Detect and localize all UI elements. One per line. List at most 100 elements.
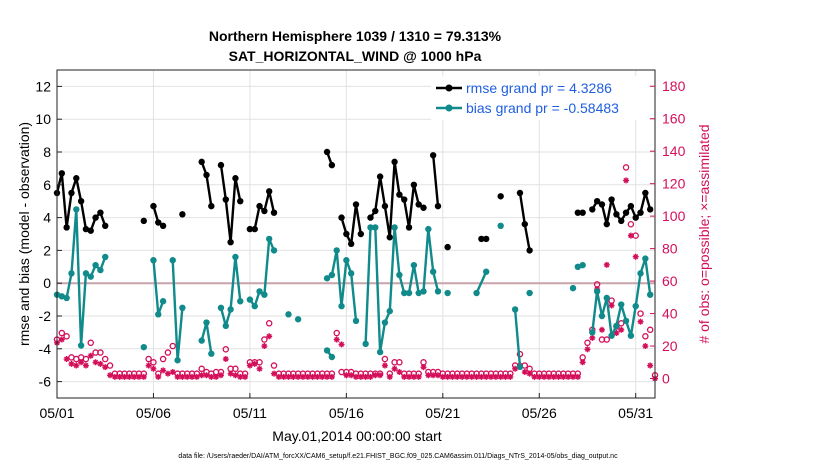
y-tick-label: 10 bbox=[35, 111, 51, 127]
rmse-point bbox=[73, 175, 80, 182]
rmse-point bbox=[420, 204, 427, 211]
obs-possible-point bbox=[159, 355, 167, 363]
rmse-point bbox=[598, 201, 606, 208]
rmse-point bbox=[579, 209, 586, 216]
x-tick-label: 05/01 bbox=[39, 405, 74, 421]
obs-possible-point bbox=[627, 221, 635, 228]
obs-assimilated-point bbox=[309, 373, 316, 380]
obs-assimilated-point bbox=[555, 373, 562, 380]
bias-point bbox=[627, 332, 635, 339]
obs-assimilated-point bbox=[560, 373, 567, 380]
bias-point bbox=[58, 293, 66, 300]
right-tick-label: 0 bbox=[662, 371, 670, 387]
obs-assimilated-point bbox=[627, 232, 634, 239]
right-tick-label: 40 bbox=[662, 306, 678, 322]
bias-point bbox=[198, 337, 205, 344]
obs-possible-point bbox=[584, 339, 591, 347]
x-tick-label: 05/16 bbox=[329, 405, 364, 421]
rmse-point bbox=[372, 207, 379, 215]
rmse-point bbox=[237, 198, 244, 205]
rmse-point bbox=[613, 211, 620, 218]
bias-point bbox=[632, 302, 639, 310]
obs-assimilated-point bbox=[362, 373, 369, 380]
bias-point bbox=[589, 329, 596, 336]
obs-assimilated-point bbox=[338, 341, 345, 348]
rmse-point bbox=[58, 170, 66, 177]
legend-rmse-marker bbox=[445, 84, 453, 92]
obs-possible-point bbox=[642, 333, 649, 340]
obs-assimilated-point bbox=[343, 372, 350, 379]
rmse-point bbox=[203, 171, 210, 179]
obs-assimilated-point bbox=[140, 373, 147, 380]
bias-point bbox=[68, 270, 75, 277]
bias-point bbox=[217, 304, 225, 311]
obs-assimilated-point bbox=[290, 373, 297, 380]
obs-assimilated-point bbox=[439, 373, 446, 380]
rmse-point bbox=[376, 173, 384, 180]
rmse-point bbox=[97, 209, 104, 216]
y-tick-label: 6 bbox=[43, 177, 51, 193]
obs-assimilated-point bbox=[478, 373, 485, 380]
bias-point bbox=[483, 268, 490, 275]
rmse-point bbox=[251, 225, 258, 233]
bias-point bbox=[232, 253, 239, 261]
plot-area bbox=[57, 70, 655, 398]
obs-possible-point bbox=[101, 355, 109, 363]
rmse-point bbox=[102, 222, 109, 229]
obs-assimilated-point bbox=[179, 373, 186, 380]
bias-point bbox=[444, 289, 451, 297]
obs-assimilated-point bbox=[598, 326, 605, 333]
bias-point bbox=[372, 224, 379, 231]
obs-assimilated-point bbox=[647, 362, 654, 369]
rmse-point bbox=[222, 196, 229, 203]
bias-point bbox=[511, 306, 519, 313]
rmse-point bbox=[483, 235, 490, 243]
x-tick-label: 05/11 bbox=[233, 405, 267, 421]
obs-assimilated-point bbox=[603, 261, 610, 268]
rmse-point bbox=[352, 201, 360, 208]
obs-assimilated-point bbox=[87, 352, 94, 359]
bias-point bbox=[420, 288, 427, 295]
bias-point bbox=[381, 319, 389, 326]
obs-assimilated-point bbox=[92, 359, 99, 366]
obs-assimilated-point bbox=[246, 362, 253, 369]
obs-assimilated-point bbox=[111, 373, 118, 380]
rmse-point bbox=[603, 220, 610, 228]
obs-possible-point bbox=[145, 355, 152, 363]
chart-title-line1: Northern Hemisphere 1039 / 1310 = 79.313… bbox=[209, 28, 502, 44]
obs-assimilated-point bbox=[242, 373, 249, 380]
rmse-point bbox=[516, 189, 524, 197]
bias-point bbox=[256, 288, 263, 295]
obs-assimilated-point bbox=[208, 373, 215, 380]
rmse-point bbox=[323, 148, 331, 156]
obs-possible-point bbox=[333, 329, 340, 337]
obs-assimilated-point bbox=[304, 373, 311, 380]
obs-assimilated-point bbox=[550, 373, 557, 380]
obs-assimilated-point bbox=[237, 373, 244, 380]
rmse-point bbox=[593, 198, 601, 205]
obs-possible-point bbox=[637, 310, 644, 317]
rmse-line bbox=[369, 160, 425, 239]
x-axis-ticks: 05/01 05/06 05/11 05/16 05/21 05/26 05/31 bbox=[39, 393, 653, 421]
obs-assimilated-point bbox=[97, 360, 104, 367]
bias-point bbox=[598, 312, 606, 320]
bias-point bbox=[261, 291, 268, 298]
bias-point bbox=[367, 224, 374, 231]
obs-assimilated-point bbox=[189, 373, 196, 380]
obs-possible-point bbox=[222, 346, 230, 353]
y-axis-ticks: -6 -4 -2 0 2 4 6 8 10 12 bbox=[35, 78, 62, 390]
obs-possible-point bbox=[603, 336, 611, 343]
rmse-point bbox=[608, 196, 615, 203]
obs-possible-point bbox=[396, 359, 403, 366]
bias-point bbox=[473, 289, 480, 297]
legend-bias-label: bias grand pr = -0.58483 bbox=[466, 100, 619, 116]
obs-possible-point bbox=[164, 349, 172, 356]
obs-assimilated-point bbox=[541, 373, 548, 380]
obs-possible-point bbox=[261, 336, 268, 343]
obs-assimilated-point bbox=[608, 302, 615, 309]
rmse-line bbox=[432, 155, 440, 207]
obs-assimilated-point bbox=[275, 373, 282, 380]
rmse-point bbox=[77, 198, 85, 205]
bias-point bbox=[526, 289, 533, 297]
